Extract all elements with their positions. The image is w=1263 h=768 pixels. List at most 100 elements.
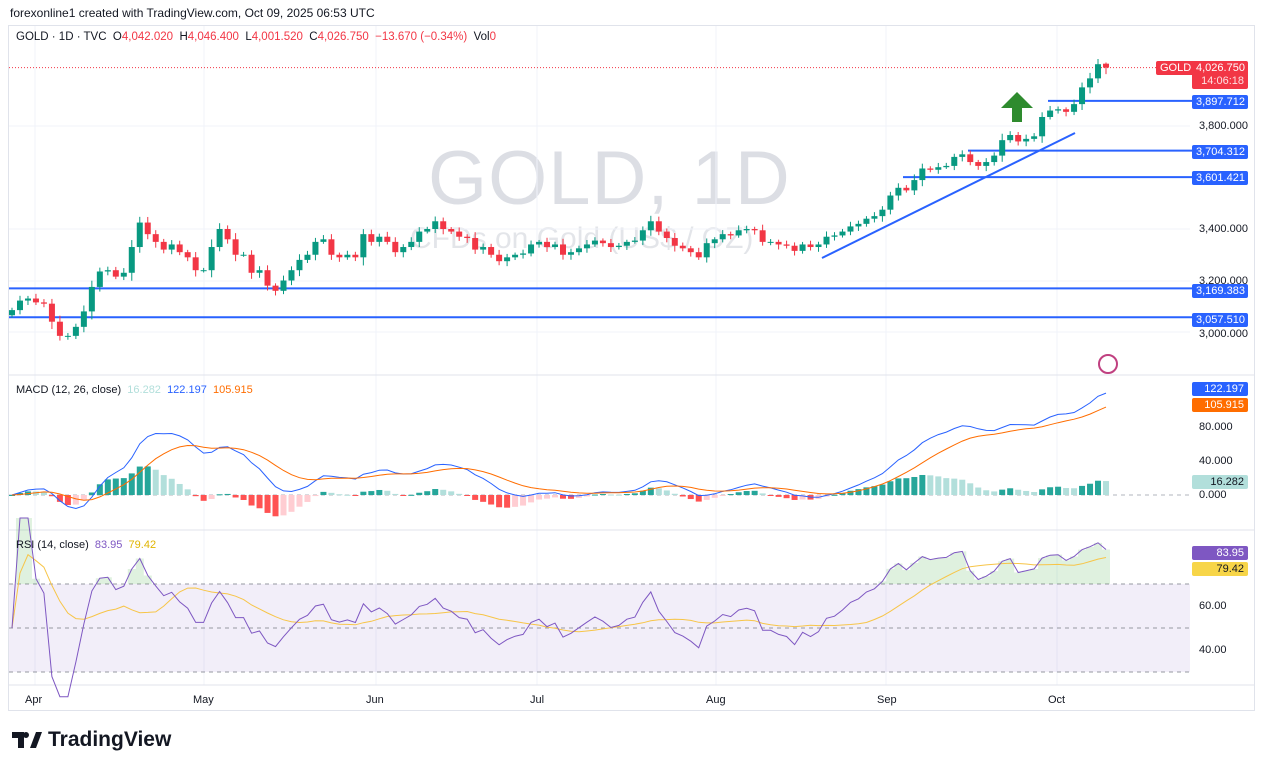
candle-body (575, 248, 582, 253)
macd-histogram-bar (368, 491, 375, 495)
macd-histogram-bar (655, 488, 662, 495)
macd-histogram-bar (464, 495, 471, 496)
macd-histogram-bar (128, 473, 135, 495)
macd-histogram-bar (975, 487, 982, 495)
candle-body (1015, 135, 1022, 142)
macd-histogram-bar (1079, 485, 1086, 495)
candle-body (879, 209, 886, 217)
macd-histogram-bar (831, 494, 838, 496)
macd-histogram-bar (80, 495, 87, 501)
macd-histogram-bar (256, 495, 263, 509)
macd-histogram-bar (240, 495, 247, 500)
macd-histogram-bar (743, 491, 750, 495)
watermark-title: GOLD, 1D (428, 136, 791, 221)
level-tag[interactable]: 3,057.510 (1192, 313, 1248, 327)
macd-histogram-bar (615, 494, 622, 496)
candle-body (983, 162, 990, 166)
candle-body (775, 241, 782, 245)
macd-histogram-bar (711, 495, 718, 498)
symbol-name[interactable]: GOLD · 1D · TVC (16, 31, 107, 43)
time-axis-label: Jul (530, 694, 545, 706)
candle-body (863, 218, 870, 224)
macd-legend: MACD (12, 26, close) 16.282 122.197 105.… (16, 384, 253, 396)
candle-body (528, 244, 535, 254)
macd-histogram-bar (176, 483, 183, 495)
candle-body (464, 236, 471, 239)
candle-body (823, 236, 830, 245)
candle-body (416, 231, 423, 242)
macd-histogram-bar (504, 495, 511, 508)
macd-histogram-bar (448, 491, 455, 495)
candle-body (1039, 116, 1046, 137)
candle-body (160, 241, 167, 250)
rsi-axis-label: 40.00 (1199, 644, 1227, 656)
candle-body (480, 247, 487, 250)
level-tag[interactable]: 3,897.712 (1192, 95, 1248, 109)
level-tag[interactable]: 3,169.383 (1192, 284, 1248, 298)
candle-body (40, 302, 47, 304)
candle-body (935, 167, 942, 170)
time-axis-label: Sep (877, 694, 897, 706)
rsi-overbought-fill (15, 518, 1111, 584)
macd-histogram-bar (783, 495, 790, 499)
candle-body (703, 243, 710, 258)
macd-axis-label: 40.000 (1199, 455, 1233, 467)
macd-histogram-bar (847, 490, 854, 495)
macd-histogram-bar (432, 489, 439, 495)
candle-body (1047, 110, 1054, 117)
close-label: C (309, 31, 318, 43)
macd-histogram-bar (751, 490, 758, 495)
candle-body (448, 229, 455, 232)
candle-body (1023, 138, 1030, 142)
macd-histogram-bar (88, 492, 95, 495)
candle-body (456, 231, 463, 237)
macd-histogram-bar (983, 490, 990, 495)
candle-body (927, 168, 934, 170)
candle-body (615, 245, 622, 248)
candle-body (536, 241, 543, 245)
level-tag[interactable]: 3,704.312 (1192, 145, 1248, 159)
tradingview-logo[interactable]: TradingView (12, 728, 171, 752)
candle-body (895, 187, 902, 196)
rsi-ma-value: 79.42 (128, 539, 157, 551)
candle-body (144, 222, 151, 235)
low-value: 4,001.520 (251, 31, 303, 43)
economic-event-icon[interactable] (1098, 354, 1118, 374)
macd-histogram-bar (304, 495, 311, 502)
candle-body (903, 187, 910, 191)
low-label: L (245, 31, 252, 43)
macd-histogram-bar (1047, 487, 1054, 495)
macd-histogram-bar (488, 495, 495, 505)
macd-title[interactable]: MACD (12, 26, close) (16, 384, 122, 396)
rsi-title[interactable]: RSI (14, close) (16, 539, 89, 551)
macd-histogram-bar (440, 489, 447, 495)
candle-body (751, 229, 758, 231)
macd-signal-line (11, 406, 1107, 501)
candle-body (743, 229, 750, 231)
macd-histogram-bar (536, 495, 543, 500)
price-axis-label: 3,800.000 (1199, 120, 1248, 132)
macd-histogram-bar (871, 486, 878, 495)
macd-signal-tag: 105.915 (1192, 398, 1248, 412)
level-tag[interactable]: 3,601.421 (1192, 171, 1248, 185)
macd-histogram-bar (264, 495, 271, 513)
macd-histogram-bar (384, 490, 391, 495)
price-axis-label: 3,000.000 (1199, 328, 1248, 340)
macd-histogram-bar (160, 475, 167, 495)
macd-histogram-bar (767, 495, 774, 496)
macd-histogram-bar (575, 495, 582, 498)
candle-body (272, 285, 279, 291)
candle-body (567, 252, 574, 255)
time-axis-label: Jun (366, 694, 384, 706)
candle-body (623, 241, 630, 246)
macd-histogram-bar (512, 495, 519, 507)
macd-histogram-bar (799, 495, 806, 500)
open-label: O (112, 31, 122, 43)
bar-countdown: 14:06:18 (1201, 75, 1244, 87)
candle-body (767, 241, 774, 243)
macd-histogram-bar (288, 495, 295, 512)
candle-body (48, 303, 55, 322)
candle-body (855, 223, 862, 227)
rsi-ma-tag: 79.42 (1192, 562, 1248, 576)
